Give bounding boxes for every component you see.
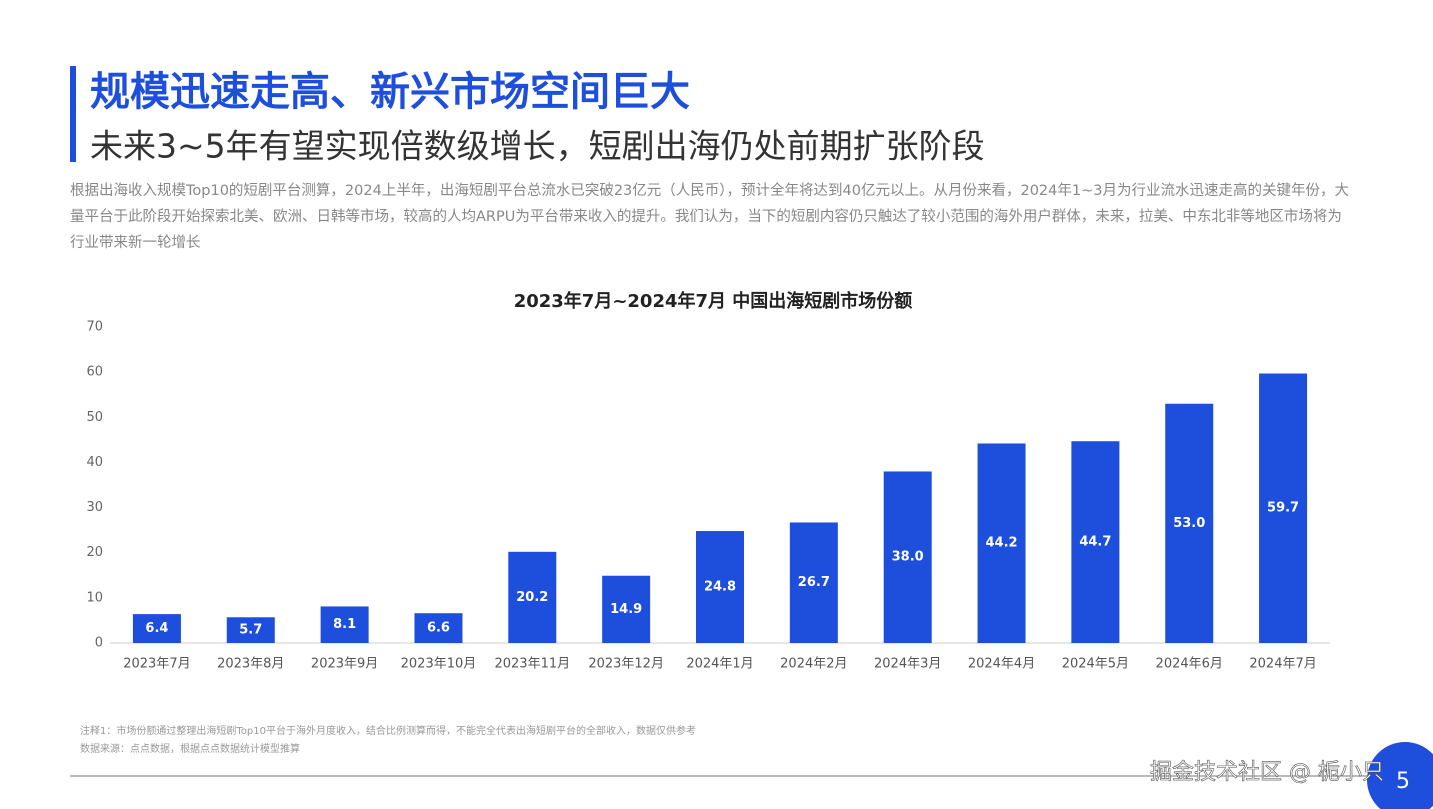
- x-tick-label: 2023年12月: [588, 657, 664, 672]
- value-label: 26.7: [798, 575, 830, 590]
- y-tick-label: 30: [86, 500, 103, 515]
- chart-title: 2023年7月~2024年7月 中国出海短剧市场份额: [514, 290, 913, 312]
- value-label: 6.6: [427, 621, 450, 636]
- y-tick-label: 20: [86, 545, 103, 560]
- x-tick-label: 2024年5月: [1062, 657, 1129, 672]
- x-tick-label: 2023年9月: [311, 657, 378, 672]
- bar: [1071, 441, 1120, 643]
- bar: [883, 471, 932, 643]
- note: 注释1：市场份额通过整理出海短剧Top10平台于海外月度收入，结合比例测算而得，…: [80, 724, 696, 737]
- page-badge: [1367, 742, 1433, 809]
- value-label: 20.2: [516, 590, 548, 605]
- bar: [977, 443, 1026, 643]
- value-label: 59.7: [1267, 501, 1299, 516]
- value-label: 53.0: [1173, 516, 1205, 531]
- y-tick-label: 10: [86, 590, 103, 605]
- paragraph-box: 根据出海收入规模Top10的短剧平台测算，2024上半年，出海短剧平台总流水已突…: [70, 183, 1349, 251]
- bar: [320, 606, 369, 643]
- y-tick-label: 0: [95, 636, 103, 651]
- watermark: 掘金技术社区 @ 栀小只: [1150, 760, 1384, 785]
- page-number: 5: [1396, 769, 1410, 794]
- value-label: 8.1: [333, 617, 356, 632]
- x-tick-label: 2024年7月: [1249, 657, 1316, 672]
- x-tick-label: 2023年11月: [494, 657, 570, 672]
- y-tick-label: 40: [86, 455, 103, 470]
- bar: [414, 613, 463, 643]
- value-label: 5.7: [239, 623, 262, 638]
- title: 规模迅速走高、新兴市场空间巨大: [90, 69, 690, 115]
- value-label: 14.9: [610, 602, 642, 617]
- value-label: 6.4: [145, 621, 168, 636]
- x-tick-label: 2024年3月: [874, 657, 941, 672]
- paragraph: 根据出海收入规模Top10的短剧平台测算，2024上半年，出海短剧平台总流水已突…: [70, 183, 1349, 251]
- y-tick-label: 60: [86, 365, 103, 380]
- x-tick-label: 2023年8月: [217, 657, 284, 672]
- bar: [132, 614, 181, 643]
- bar: [696, 531, 744, 643]
- bar: [1259, 373, 1308, 643]
- value-label: 44.7: [1079, 535, 1111, 550]
- value-label: 38.0: [892, 550, 924, 565]
- bar: [226, 617, 275, 643]
- x-tick-label: 2024年6月: [1156, 657, 1223, 672]
- accent-bar: [70, 66, 76, 162]
- value-label: 24.8: [704, 580, 736, 595]
- y-tick-label: 70: [86, 320, 103, 335]
- x-tick-label: 2024年4月: [968, 657, 1035, 672]
- bar: [508, 551, 557, 643]
- bar: [789, 522, 838, 643]
- bar: [1165, 403, 1214, 643]
- x-tick-label: 2023年10月: [401, 657, 477, 672]
- bar: [602, 575, 651, 643]
- x-tick-label: 2024年2月: [780, 657, 847, 672]
- subtitle: 未来3~5年有望实现倍数级增长，短剧出海仍处前期扩张阶段: [90, 127, 985, 166]
- y-tick-label: 50: [86, 410, 103, 425]
- x-tick-label: 2024年1月: [686, 657, 753, 672]
- value-label: 44.2: [985, 536, 1017, 551]
- x-tick-label: 2023年7月: [123, 657, 190, 672]
- source: 数据来源：点点数据，根据点点数据统计模型推算: [80, 742, 300, 755]
